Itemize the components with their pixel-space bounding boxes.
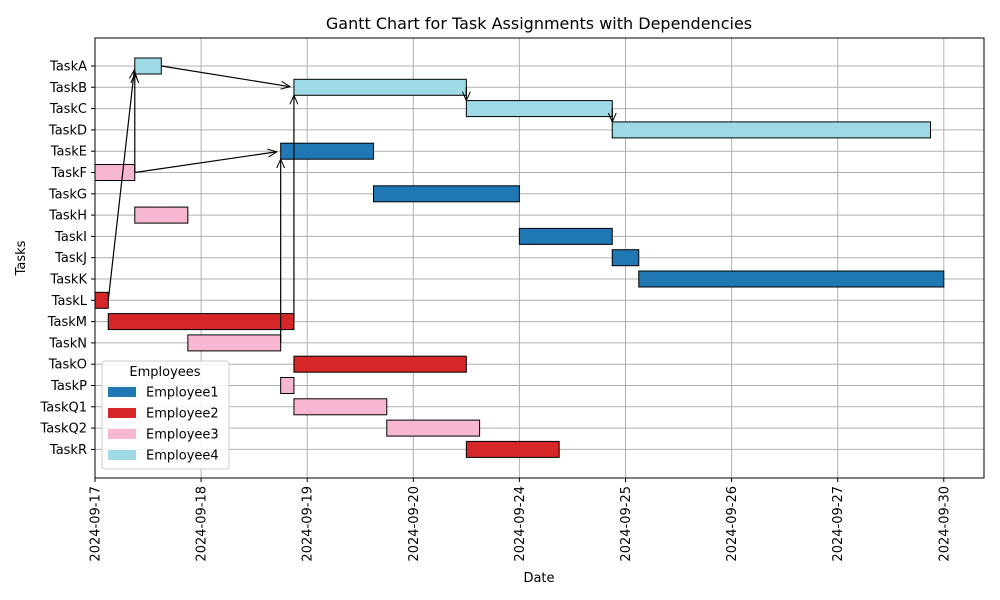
y-tick-label: TaskA <box>49 60 87 75</box>
x-tick-label: 2024-09-18 <box>195 486 210 562</box>
x-tick-label: 2024-09-25 <box>619 486 634 562</box>
y-axis-label: Tasks <box>14 240 29 276</box>
y-tick-label: TaskH <box>48 209 87 224</box>
bar-taskq1 <box>293 398 388 416</box>
bar-taskr <box>465 440 560 458</box>
dependency-taskl-taska <box>107 70 134 301</box>
bar-taskp <box>280 377 295 394</box>
legend-swatch <box>108 408 136 418</box>
x-tick-labels: 2024-09-17 2024-09-18 2024-09-19 2024-09-20… <box>89 478 952 562</box>
x-tick-label: 2024-09-26 <box>725 486 740 562</box>
bar-taskd <box>611 121 932 139</box>
bar-taskh <box>134 206 189 224</box>
legend-label: Employee3 <box>146 428 219 443</box>
y-tick-label: TaskC <box>49 102 87 117</box>
y-tick-label: TaskJ <box>54 251 87 266</box>
y-tick-label: TaskG <box>48 187 87 202</box>
bar-taskc <box>465 100 613 118</box>
bar-taski <box>518 227 613 245</box>
y-tick-label: TaskD <box>48 123 87 138</box>
x-tick-label: 2024-09-27 <box>831 486 846 562</box>
bar-taskg <box>373 185 520 203</box>
y-tick-label: TaskB <box>49 81 87 96</box>
dependency-taskf-taske <box>134 152 277 174</box>
y-tick-label: TaskI <box>54 230 87 245</box>
dependency-taska-taskb <box>161 65 290 87</box>
bar-tasko <box>293 355 467 373</box>
y-tick-labels: TaskA TaskB TaskC TaskD TaskE TaskF TaskG TaskH… <box>39 60 95 458</box>
x-tick-label: 2024-09-30 <box>937 486 952 562</box>
dependency-arrows <box>107 65 612 343</box>
y-tick-label: TaskF <box>50 166 87 181</box>
legend-swatch <box>108 429 136 439</box>
task-bars <box>94 57 945 458</box>
y-tick-label: TaskQ2 <box>39 422 87 437</box>
y-tick-label: TaskQ1 <box>39 400 87 415</box>
bar-taskl <box>94 291 109 309</box>
legend-entries: Employee1 Employee2 Employee3 Employee4 <box>108 386 219 464</box>
x-tick-label: 2024-09-20 <box>407 486 422 562</box>
legend-swatch <box>108 450 136 460</box>
bar-taskm <box>107 313 295 331</box>
y-tick-label: TaskP <box>50 379 87 394</box>
x-tick-label: 2024-09-19 <box>301 486 316 562</box>
bar-taskj <box>611 249 640 267</box>
y-tick-label: TaskK <box>49 273 87 288</box>
y-tick-label: TaskM <box>47 315 87 330</box>
bar-taske <box>280 142 375 160</box>
y-tick-label: TaskE <box>50 145 87 160</box>
legend-title: Employees <box>129 365 200 380</box>
chart-title: Gantt Chart for Task Assignments with De… <box>326 14 752 33</box>
legend-label: Employee1 <box>146 386 219 401</box>
bar-taskb <box>293 78 467 96</box>
legend: Employees Employee1Employee2Employee3Emp… <box>101 360 230 470</box>
bar-taskn <box>187 334 282 352</box>
y-tick-label: TaskL <box>51 294 88 309</box>
legend-swatch <box>108 387 136 397</box>
y-tick-label: TaskN <box>48 336 87 351</box>
y-tick-label: TaskO <box>48 358 87 373</box>
bar-taska <box>134 57 162 75</box>
x-tick-label: 2024-09-17 <box>89 486 104 562</box>
bar-taskq2 <box>386 419 481 437</box>
x-axis-label: Date <box>523 571 554 586</box>
x-tick-label: 2024-09-24 <box>513 486 528 562</box>
legend-label: Employee2 <box>146 407 219 422</box>
legend-label: Employee4 <box>146 449 219 464</box>
bar-taskk <box>638 270 945 288</box>
y-tick-label: TaskR <box>49 443 87 458</box>
bar-taskf <box>94 164 136 181</box>
